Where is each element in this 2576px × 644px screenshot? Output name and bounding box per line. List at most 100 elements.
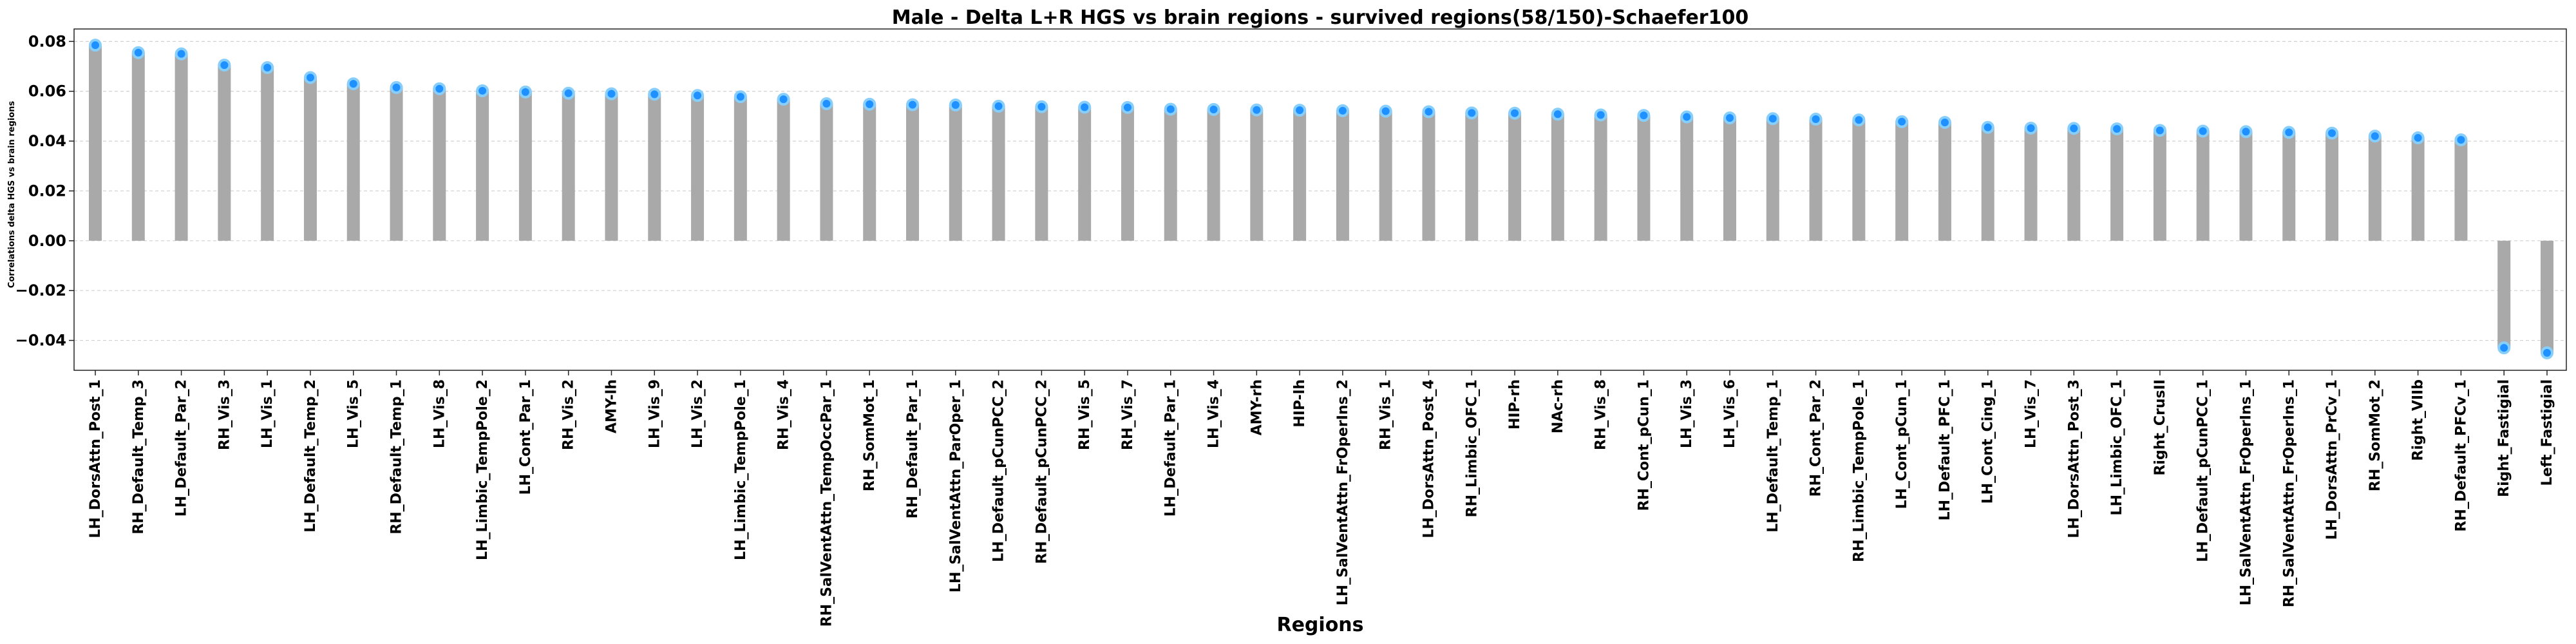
x-tick-label: LH_Limbic_TempPole_2: [475, 379, 491, 560]
x-tick-label: LH_Default_pCunPCC_2: [991, 379, 1007, 562]
point-RH_Cont_pCun_1: [1637, 109, 1651, 122]
bar-LH_SalVentAttn_FrOperIns_2: [1336, 110, 1349, 241]
point-LH_Default_pCunPCC_2: [992, 99, 1005, 113]
bar-LH_Vis_2: [691, 95, 705, 241]
point-LH_Limbic_TempPole_2: [476, 84, 489, 97]
point-LH_Limbic_OFC_1: [2110, 122, 2124, 136]
x-tick-label: RH_Default_PFCv_1: [2453, 379, 2469, 532]
bar-LH_SalVentAttn_ParOper_1: [949, 104, 962, 241]
x-tick-label: Right_CrusII: [2152, 379, 2168, 476]
x-tick-label: LH_Default_Temp_1: [1765, 379, 1781, 533]
bar-LH_Default_Par_1: [1164, 109, 1177, 241]
point-LH_Vis_9: [648, 88, 661, 101]
point-RH_Vis_1: [1379, 104, 1392, 118]
x-tick-label: Right_VIIb: [2410, 379, 2427, 461]
point-LH_Vis_2: [691, 89, 705, 102]
point-LH_Cont_Par_1: [518, 85, 532, 99]
point-RH_Limbic_OFC_1: [1465, 106, 1479, 120]
bar-RH_Vis_8: [1594, 115, 1607, 241]
x-tick-label: LH_Vis_3: [1679, 379, 1695, 448]
x-tick-label: RH_SomMot_1: [862, 379, 878, 491]
grid-lines: [74, 41, 2566, 341]
point-AMY-rh: [1250, 103, 1264, 117]
x-tick-label: LH_DorsAttn_Post_3: [2066, 379, 2082, 538]
bar-RH_Vis_3: [218, 65, 231, 241]
x-tick-label: HIP-rh: [1507, 379, 1523, 430]
x-tick-label: LH_Default_PFC_1: [1937, 379, 1953, 520]
x-tick-label: LH_Vis_5: [346, 379, 362, 448]
x-tick-label: LH_DorsAttn_Post_1: [88, 379, 104, 538]
x-tick-label: RH_Cont_Par_2: [1808, 379, 1824, 497]
x-tick-label: RH_SalVentAttn_FrOperIns_1: [2281, 379, 2297, 607]
bar-RH_Limbic_OFC_1: [1465, 113, 1479, 241]
bar-RH_SomMot_2: [2368, 136, 2382, 241]
point-LH_Limbic_TempPole_1: [734, 90, 747, 104]
x-tick-label: LH_Default_Par_2: [174, 379, 190, 516]
bar-RH_SalVentAttn_FrOperIns_1: [2282, 132, 2296, 241]
point-RH_SomMot_1: [863, 97, 876, 111]
x-tick-label: LH_Vis_1: [260, 379, 276, 448]
x-tick-label: RH_Default_pCunPCC_2: [1034, 379, 1050, 564]
x-tick-label: Left_Fastigial: [2539, 379, 2555, 486]
x-axis-ticks: LH_DorsAttn_Post_1 RH_Default_Temp_3 LH_De…: [88, 370, 2555, 627]
point-LH_Cont_Cing_1: [1981, 120, 1994, 134]
point-RH_Vis_8: [1594, 108, 1607, 122]
x-tick-label: RH_Vis_5: [1077, 379, 1093, 450]
y-tick-label: −0.04: [15, 332, 66, 350]
bar-LH_Vis_5: [346, 84, 360, 241]
bar-Left_Fastigial: [2541, 240, 2553, 353]
bar-LH_Vis_1: [261, 67, 274, 241]
bar-LH_Default_Temp_1: [1766, 118, 1779, 241]
point-AMY-lh: [605, 87, 618, 100]
bar-LH_Default_Temp_2: [303, 77, 317, 241]
x-tick-label: RH_Default_Temp_3: [131, 379, 147, 535]
x-tick-label: LH_Vis_4: [1206, 379, 1222, 448]
bar-LH_Default_pCunPCC_2: [992, 106, 1005, 241]
point-LH_DorsAttn_Post_1: [89, 39, 102, 52]
x-tick-label: LH_SalVentAttn_FrOperIns_1: [2238, 379, 2254, 605]
x-tick-label: LH_Limbic_OFC_1: [2109, 379, 2125, 515]
bar-Right_VIIb: [2411, 138, 2425, 241]
y-tick-label: 0.08: [28, 32, 66, 50]
bar-LH_SalVentAttn_FrOperIns_1: [2239, 131, 2253, 241]
x-tick-label: LH_SalVentAttn_ParOper_1: [948, 379, 964, 592]
point-LH_Default_pCunPCC_1: [2196, 124, 2210, 138]
point-RH_Default_Temp_1: [390, 80, 403, 94]
point-RH_Vis_3: [218, 59, 231, 72]
x-tick-label: LH_Vis_6: [1722, 379, 1738, 448]
bar-LH_Limbic_TempPole_2: [476, 90, 489, 241]
chart-title: Male - Delta L+R HGS vs brain regions - …: [892, 6, 1748, 29]
bar-RH_SalVentAttn_TempOccPar_1: [820, 104, 833, 241]
x-tick-label: LH_Vis_9: [647, 379, 663, 448]
bar-NAc-rh: [1551, 114, 1564, 241]
point-LH_Vis_1: [261, 61, 274, 74]
bar-RH_SomMot_1: [863, 104, 876, 241]
bar-LH_Default_Par_2: [175, 53, 188, 241]
point-NAc-rh: [1551, 108, 1564, 121]
y-axis-ticks: 0.08 0.06 0.04 0.02 0.00 −0.02 −0.04: [15, 32, 74, 350]
point-Left_Fastigial: [2541, 346, 2553, 359]
x-tick-label: RH_Vis_1: [1378, 379, 1394, 450]
point-RH_Vis_5: [1078, 100, 1092, 114]
x-tick-label: RH_Default_Par_1: [905, 379, 921, 518]
x-tick-label: RH_Limbic_TempPole_1: [1851, 379, 1867, 562]
bar-RH_Default_pCunPCC_2: [1035, 106, 1048, 241]
bar-HIP-lh: [1293, 110, 1307, 241]
bars: [89, 45, 2553, 353]
point-LH_SalVentAttn_ParOper_1: [949, 98, 962, 111]
point-LH_DorsAttn_Post_3: [2067, 122, 2081, 135]
y-tick-label: 0.00: [28, 232, 66, 250]
bar-RH_Cont_pCun_1: [1637, 115, 1651, 241]
x-tick-label: HIP-lh: [1292, 379, 1308, 428]
data-points: [89, 39, 2553, 359]
point-RH_Vis_2: [562, 86, 575, 100]
bar-RH_Limbic_TempPole_1: [1852, 120, 1866, 241]
x-tick-label: AMY-rh: [1249, 379, 1265, 435]
bar-LH_Vis_6: [1723, 118, 1736, 241]
point-RH_SomMot_2: [2368, 129, 2382, 143]
x-tick-label: RH_Cont_pCun_1: [1636, 379, 1652, 511]
point-LH_SalVentAttn_FrOperIns_1: [2239, 125, 2253, 138]
x-tick-label: LH_Vis_7: [2023, 379, 2040, 448]
bar-LH_DorsAttn_PrCv_1: [2325, 133, 2339, 241]
